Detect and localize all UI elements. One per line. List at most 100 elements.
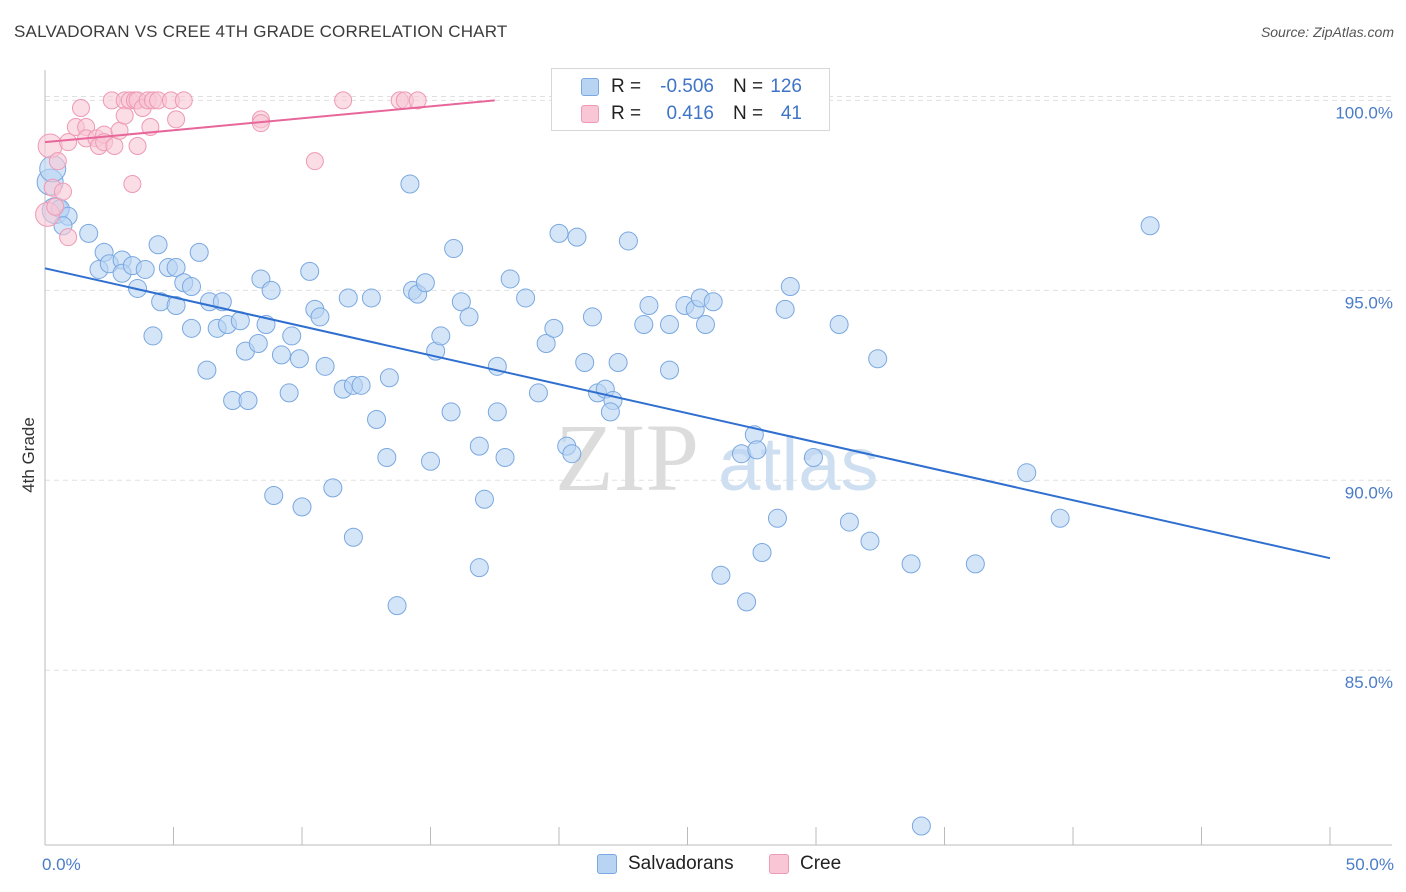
salvadorans-point [780,277,800,297]
salvadorans-point [264,485,284,505]
salvadorans-point [839,512,859,532]
cree-point [408,91,427,110]
salvadorans-point [1017,463,1037,483]
salvadorans-point [474,489,494,509]
salvadorans-point [965,554,985,574]
salvadorans-points [36,155,1160,836]
cree-point [128,136,147,155]
source-note: Source: ZipAtlas.com [1260,24,1394,40]
x-tick-label-left: 0.0% [42,855,81,874]
y-tick-label: 85.0% [1345,673,1393,692]
salvadorans-point [292,497,312,517]
cree-point [46,197,65,216]
salvadorans-point [695,315,715,335]
watermark-atlas: atlas [718,422,879,507]
salvadorans-point [703,292,723,312]
legend-n-label: N = [733,103,764,124]
salvadorans-point [528,383,548,403]
salvadorans-point [197,360,217,380]
cree-point [305,152,324,171]
cree-point [174,91,193,110]
salvadorans-point [469,558,489,578]
legend-n-value: 126 [770,76,802,97]
salvadorans-point [143,326,163,346]
salvadorans-point [181,318,201,338]
salvadorans-point [261,280,281,300]
salvadorans-trend-line [44,267,1331,560]
salvadorans-point [860,531,880,551]
salvadorans-point [901,554,921,574]
bottom-legend-swatch-blue [597,854,617,874]
salvadorans-point [487,402,507,422]
salvadorans-point [431,326,451,346]
axes [44,70,1392,846]
salvadorans-point [660,360,680,380]
salvadorans-point [459,307,479,327]
salvadorans-point [544,318,564,338]
salvadorans-point [803,448,823,467]
salvadorans-point [536,334,556,354]
cree-point [59,228,78,247]
legend-swatch-pink [581,105,599,123]
salvadorans-point [310,307,330,327]
salvadorans-point [444,239,464,259]
salvadorans-point [600,402,620,422]
salvadorans-point [282,326,302,346]
cree-point [334,91,353,110]
cree-point [59,133,78,152]
salvadorans-point [166,258,186,278]
salvadorans-point [181,277,201,297]
salvadorans-point [379,368,399,388]
watermark: ZIP atlas [555,404,879,511]
salvadorans-point [248,334,268,354]
salvadorans-point [500,269,520,289]
salvadorans-point [634,315,654,335]
salvadorans-point [212,292,232,312]
salvadorans-point [300,261,320,281]
tick-labels: 100.0% 95.0% 90.0% 85.0% 0.0% 50.0% [42,103,1394,874]
legend-n-value: 41 [780,103,802,124]
salvadorans-point [582,307,602,327]
salvadorans-point [451,292,471,312]
salvadorans-point [315,356,335,376]
salvadorans-point [608,353,628,373]
cree-point [167,110,186,129]
salvadorans-point [279,383,299,403]
salvadorans-point [567,227,587,247]
legend-row-salvadorans: R = -0.506 N = 126 [552,73,829,101]
salvadorans-point [441,402,461,422]
salvadorans-point [767,508,787,528]
x-tick-label-right: 50.0% [1346,855,1394,874]
cree-point [123,174,142,193]
bottom-legend-label: Cree [800,853,842,874]
salvadorans-point [911,816,931,836]
salvadorans-point [469,436,489,456]
y-tick-label: 95.0% [1345,293,1393,312]
salvadorans-point [166,296,186,316]
y-axis-label: 4th Grade [19,417,38,493]
cree-point [115,106,134,125]
salvadorans-point [387,596,407,616]
chart-title: SALVADORAN VS CREE 4TH GRADE CORRELATION… [14,22,508,41]
y-tick-label: 100.0% [1335,103,1393,122]
legend-r-label: R = [611,76,642,97]
salvadorans-point [189,242,209,262]
salvadorans-point [351,375,371,395]
salvadorans-point [271,345,291,365]
salvadorans-point [400,174,420,194]
cree-trend-line [44,99,495,144]
cree-points [35,91,427,247]
salvadorans-point [775,299,795,319]
legend-r-value: 0.416 [666,103,714,124]
salvadorans-point [361,288,381,308]
salvadorans-point [1140,216,1160,236]
salvadorans-point [415,273,435,293]
salvadorans-point [562,444,582,464]
salvadorans-point [495,448,515,467]
salvadorans-point [79,223,99,243]
salvadorans-point [421,451,440,471]
salvadorans-point [618,231,638,251]
legend-n-label: N = [733,76,764,97]
salvadorans-point [148,235,168,255]
